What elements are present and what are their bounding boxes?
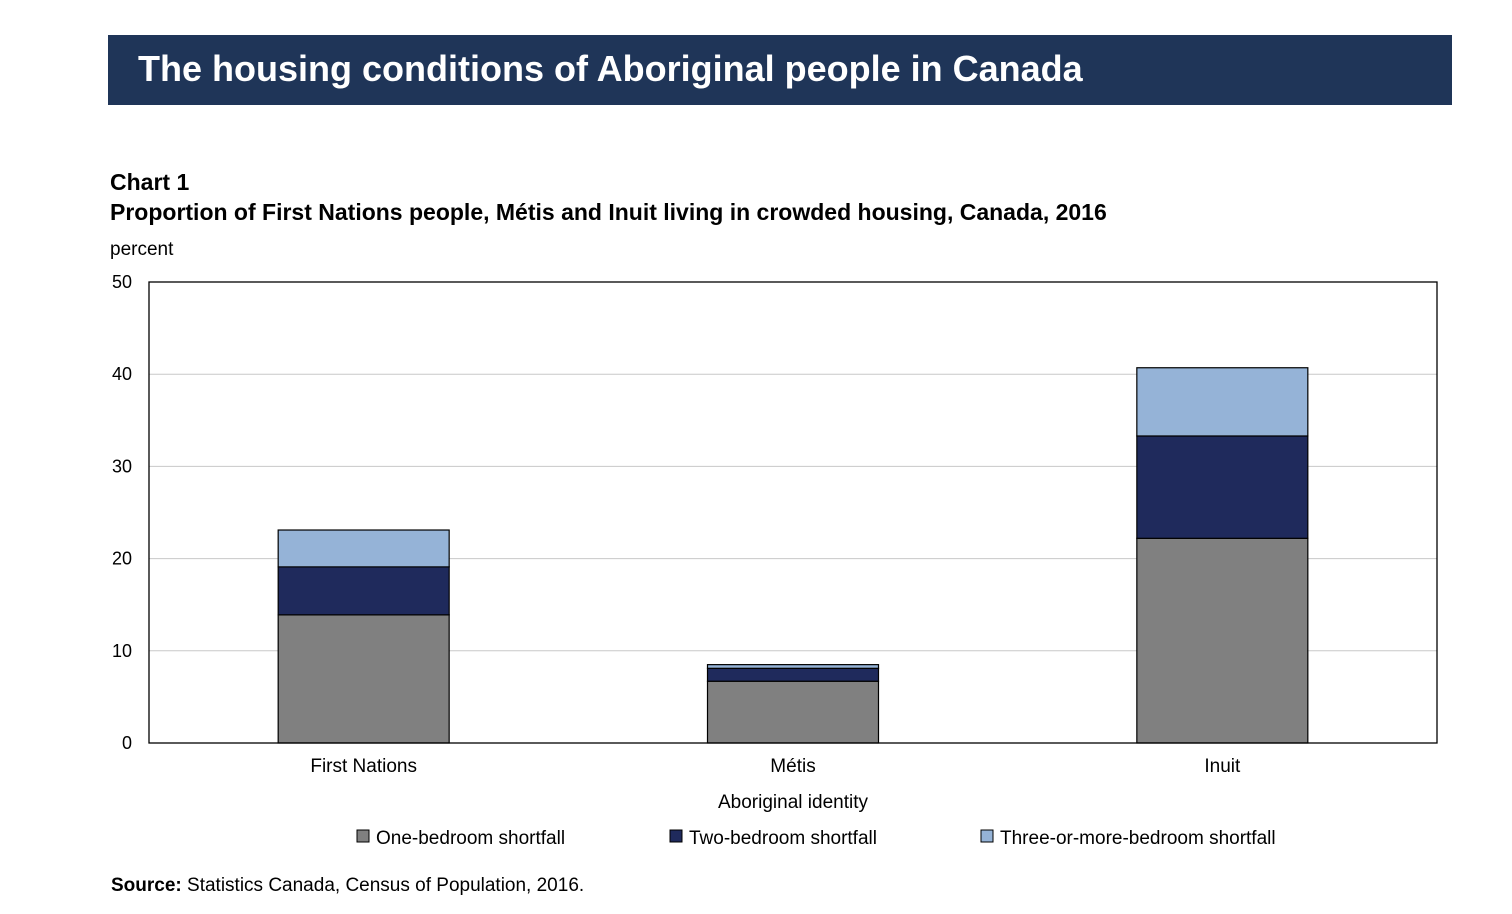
source-note: Source: Statistics Canada, Census of Pop… [111, 875, 584, 897]
y-tick-label: 20 [112, 549, 132, 569]
header-banner: The housing conditions of Aboriginal peo… [108, 35, 1452, 105]
bar-segment [1136, 367, 1309, 437]
bar-segment [706, 664, 880, 669]
legend-label: One-bedroom shortfall [376, 828, 565, 849]
y-tick-label: 10 [112, 641, 132, 661]
y-axis-unit-label: percent [110, 239, 174, 260]
y-tick-label: 50 [112, 272, 132, 292]
bar-segment [1136, 537, 1309, 744]
legend-label: Two-bedroom shortfall [689, 828, 877, 849]
x-tick-label: First Nations [310, 756, 417, 777]
legend-label: Three-or-more-bedroom shortfall [1000, 828, 1276, 849]
bar-segment [277, 529, 450, 568]
bar-segment [277, 614, 450, 744]
chart-title: Proportion of First Nations people, Méti… [110, 199, 1107, 225]
bar-segment [1136, 435, 1309, 539]
chart-number-label: Chart 1 [110, 169, 190, 195]
plot-frame [148, 281, 1438, 744]
bar-segment [277, 566, 450, 616]
bar-segment [706, 667, 880, 682]
legend-swatch [669, 829, 683, 843]
bar-segment [706, 680, 880, 744]
y-tick-label: 30 [112, 456, 132, 476]
y-tick-label: 40 [112, 364, 132, 384]
source-text: Statistics Canada, Census of Population,… [181, 875, 585, 896]
x-tick-label: Inuit [1204, 756, 1241, 777]
y-tick-label: 0 [122, 733, 132, 753]
x-tick-label: Métis [770, 756, 815, 777]
legend-swatch [980, 829, 994, 843]
source-label: Source: [111, 875, 182, 896]
stacked-bar-chart: 0 10 20 30 40 50 First Nations Métis Inuit Aborig… [112, 272, 1438, 849]
page-title: The housing conditions of Aboriginal peo… [138, 48, 1083, 89]
legend-swatch [356, 829, 370, 843]
x-axis-title: Aboriginal identity [718, 792, 868, 813]
